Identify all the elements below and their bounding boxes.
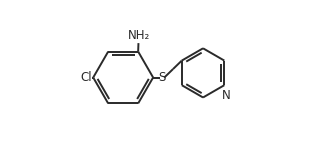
Text: Cl: Cl [80,71,92,84]
Text: NH₂: NH₂ [128,29,150,42]
Text: N: N [222,89,230,102]
Text: S: S [158,71,166,84]
